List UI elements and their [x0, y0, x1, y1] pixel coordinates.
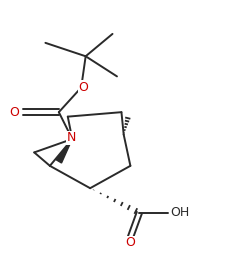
Text: OH: OH	[170, 206, 189, 219]
Text: O: O	[79, 81, 88, 94]
Polygon shape	[56, 139, 72, 163]
Text: N: N	[66, 131, 76, 144]
Text: O: O	[9, 106, 19, 119]
Text: O: O	[126, 237, 135, 249]
